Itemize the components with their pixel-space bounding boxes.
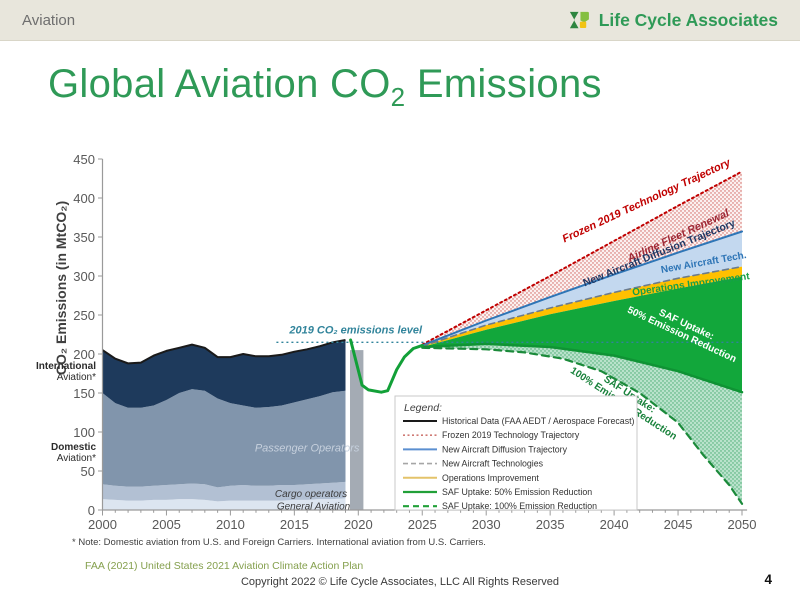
lifecycle-logo-icon xyxy=(569,11,589,28)
chart-note: * Note: Domestic aviation from U.S. and … xyxy=(72,537,486,548)
x-tick-label: 2045 xyxy=(664,517,693,532)
saf-100-band-band xyxy=(422,343,742,504)
domestic-aviation-label: Domestic Aviation* xyxy=(51,442,96,464)
emissions-chart-svg: 0 50 100 150 200 250 300 350 400 450 2000 2005 2010 2… xyxy=(36,152,757,548)
actual-emissions-line xyxy=(349,338,424,394)
passenger-operators-annotation: Passenger Operators xyxy=(255,442,360,454)
y-tick-label: 250 xyxy=(73,308,95,323)
y-tick-label: 350 xyxy=(73,230,95,245)
legend-label: SAF Uptake: 50% Emission Reduction xyxy=(442,487,592,497)
projection-lines xyxy=(421,170,744,505)
cargo-operators-annotation: Cargo operators xyxy=(275,489,347,500)
page-title: Global Aviation CO2 Emissions xyxy=(48,62,602,110)
saf-50-band-band xyxy=(422,276,742,393)
legend: Legend:Historical Data (FAA AEDT / Aeros… xyxy=(394,395,638,511)
cargo-operators-area xyxy=(102,481,346,502)
general-aviation-annotation: General Aviation xyxy=(277,502,351,513)
operations-improvement-band-band xyxy=(422,266,742,347)
general-aviation-area xyxy=(102,498,346,510)
legend-label: Historical Data (FAA AEDT / Aerospace Fo… xyxy=(442,416,635,426)
new-aircraft-diffusion-trajectory-line xyxy=(421,230,743,347)
frozen-2019-technology-trajectory-line xyxy=(421,170,743,346)
saf-uptake-50-emission-reduction-line xyxy=(421,342,744,394)
source-citation: FAA (2021) United States 2021 Aviation C… xyxy=(85,560,364,572)
x-tick-label: 2030 xyxy=(472,517,501,532)
legend-label: New Aircraft Technologies xyxy=(442,459,544,469)
y-tick-label: 200 xyxy=(73,347,95,362)
copyright-text: Copyright 2022 © Life Cycle Associates, … xyxy=(240,576,560,588)
y-tick-label: 400 xyxy=(73,191,95,206)
y-tick-label: 150 xyxy=(73,386,95,401)
y-tick-label: 300 xyxy=(73,269,95,284)
international-aviation-area xyxy=(102,340,346,408)
brand-logo: Life Cycle Associates xyxy=(567,8,778,33)
x-tick-label: 2040 xyxy=(600,517,629,532)
new-aircraft-technologies-line xyxy=(421,265,743,347)
covid-strip xyxy=(350,350,364,510)
title-subscript: 2 xyxy=(390,82,406,112)
x-tick-label: 2000 xyxy=(88,517,117,532)
historical-stack xyxy=(101,339,364,510)
page-number: 4 xyxy=(764,572,772,587)
new-aircraft-tech-band-band xyxy=(422,231,742,347)
x-tick-label: 2015 xyxy=(280,517,309,532)
international-aviation-label: International Aviation* xyxy=(36,361,96,383)
x-tick-label: 2005 xyxy=(152,517,181,532)
breadcrumb: Aviation xyxy=(22,11,76,29)
slide-header: Aviation Life Cycle Associates xyxy=(0,0,800,41)
y-axis-title: CO₂ Emissions (in MtCO₂) xyxy=(53,201,69,375)
y-tick-label: 450 xyxy=(73,152,95,167)
brand-name: Life Cycle Associates xyxy=(598,9,778,30)
x-tick-label: 2010 xyxy=(216,517,245,532)
x-tick-label: 2050 xyxy=(728,517,757,532)
2019-co-emissions-level-annotation: 2019 CO₂ emissions level xyxy=(288,325,423,337)
x-tick-label: 2035 xyxy=(536,517,565,532)
title-prefix: Global Aviation CO xyxy=(48,62,391,106)
legend-label: Frozen 2019 Technology Trajectory xyxy=(442,430,580,440)
y-tick-label: 50 xyxy=(81,464,95,479)
legend-label: SAF Uptake: 100% Emission Reduction xyxy=(442,501,597,511)
y-tick-label: 100 xyxy=(73,425,95,440)
title-suffix: Emissions xyxy=(405,62,602,106)
historical-line xyxy=(101,339,346,365)
x-tick-label: 2020 xyxy=(344,517,373,532)
legend-label: New Aircraft Diffusion Trajectory xyxy=(442,444,568,454)
passenger-operators-area xyxy=(102,389,346,488)
saf-uptake-100-emission-reduction-line xyxy=(421,346,744,505)
x-tick-label: 2025 xyxy=(408,517,437,532)
legend-label: Operations Improvement xyxy=(442,473,539,483)
y-tick-label: 0 xyxy=(88,503,95,518)
emissions-chart: 0 50 100 150 200 250 300 350 400 450 2000 2005 2010 2… xyxy=(32,138,790,555)
legend-title: Legend: xyxy=(404,402,442,414)
